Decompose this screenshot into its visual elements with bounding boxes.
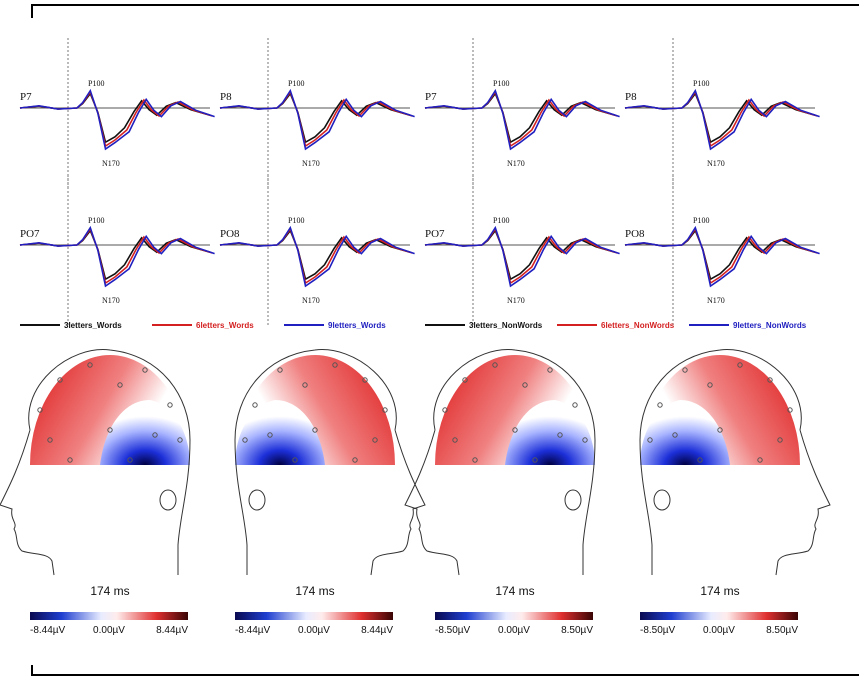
erp-wave [20,231,210,280]
ear [160,490,176,510]
page: {"panels": [ {"erp": [ {"label": "P7", "… [0,0,859,681]
peak-label: N170 [707,159,725,168]
head-map [0,350,190,575]
peak-label: P100 [493,216,509,225]
peak-label: P100 [88,79,104,88]
colorbar-label: 8.44µV [361,625,393,636]
erp-wave [625,229,817,283]
channel-label: PO7 [20,228,40,240]
erp-wave [220,228,415,286]
erp-wave [425,231,615,280]
erp-wave [625,231,815,280]
erp-wave [20,229,212,283]
frame-bottom [32,665,859,675]
colorbar-label: 0.00µV [703,625,735,636]
legend-label: 3letters_Words [64,321,122,330]
erp-wave [425,91,620,149]
channel-label: PO7 [425,228,445,240]
peak-label: N170 [102,159,120,168]
legend-label: 3letters_NonWords [469,321,543,330]
frame-top [32,5,859,18]
colorbar-label: 8.50µV [561,625,593,636]
peak-label: N170 [302,159,320,168]
channel-label: P7 [20,91,32,103]
peak-label: N170 [507,159,525,168]
channel-label: P7 [425,91,437,103]
ear [654,490,670,510]
erp-wave [625,94,815,143]
legend-label: 9letters_NonWords [733,321,807,330]
erp-wave [625,228,820,286]
head-map [640,350,830,575]
peak-label: P100 [288,216,304,225]
colorbar-label: 8.50µV [766,625,798,636]
head-map [235,350,425,575]
legend-label: 6letters_NonWords [601,321,675,330]
erp-wave [625,92,817,146]
time-label: 174 ms [90,584,129,598]
channel-label: PO8 [220,228,240,240]
colorbar-label: -8.50µV [640,625,676,636]
time-label: 174 ms [700,584,739,598]
colorbar-label: -8.44µV [235,625,271,636]
peak-label: P100 [288,79,304,88]
colorbar [640,612,798,620]
colorbar [30,612,188,620]
erp-wave [20,228,215,286]
legend-label: 9letters_Words [328,321,386,330]
peak-label: N170 [302,296,320,305]
erp-wave [20,94,210,143]
peak-label: P100 [693,79,709,88]
erp-wave [20,92,212,146]
colorbar-label: 8.44µV [156,625,188,636]
channel-label: P8 [220,91,232,103]
colorbar-label: 0.00µV [298,625,330,636]
peak-label: N170 [507,296,525,305]
peak-label: N170 [102,296,120,305]
erp-wave [20,91,215,149]
erp-wave [220,229,412,283]
erp-wave [220,92,412,146]
figure: P7 P100 N170 P8 P100 N170 PO7 P100 N170 PO8 P100 N1… [0,0,859,681]
channel-label: P8 [625,91,637,103]
colorbar [435,612,593,620]
legend-label: 6letters_Words [196,321,254,330]
peak-label: P100 [88,216,104,225]
erp-wave [220,94,410,143]
colorbar-label: 0.00µV [93,625,125,636]
colorbar-label: 0.00µV [498,625,530,636]
time-label: 174 ms [495,584,534,598]
peak-label: N170 [707,296,725,305]
erp-wave [425,229,617,283]
erp-wave [425,94,615,143]
colorbar-label: -8.50µV [435,625,471,636]
colorbar-label: -8.44µV [30,625,66,636]
ear [249,490,265,510]
channel-label: PO8 [625,228,645,240]
ear [565,490,581,510]
erp-wave [425,228,620,286]
time-label: 174 ms [295,584,334,598]
erp-wave [425,92,617,146]
peak-label: P100 [493,79,509,88]
colorbar [235,612,393,620]
head-map [405,350,595,575]
peak-label: P100 [693,216,709,225]
erp-wave [220,91,415,149]
erp-wave [625,91,820,149]
erp-wave [220,231,410,280]
